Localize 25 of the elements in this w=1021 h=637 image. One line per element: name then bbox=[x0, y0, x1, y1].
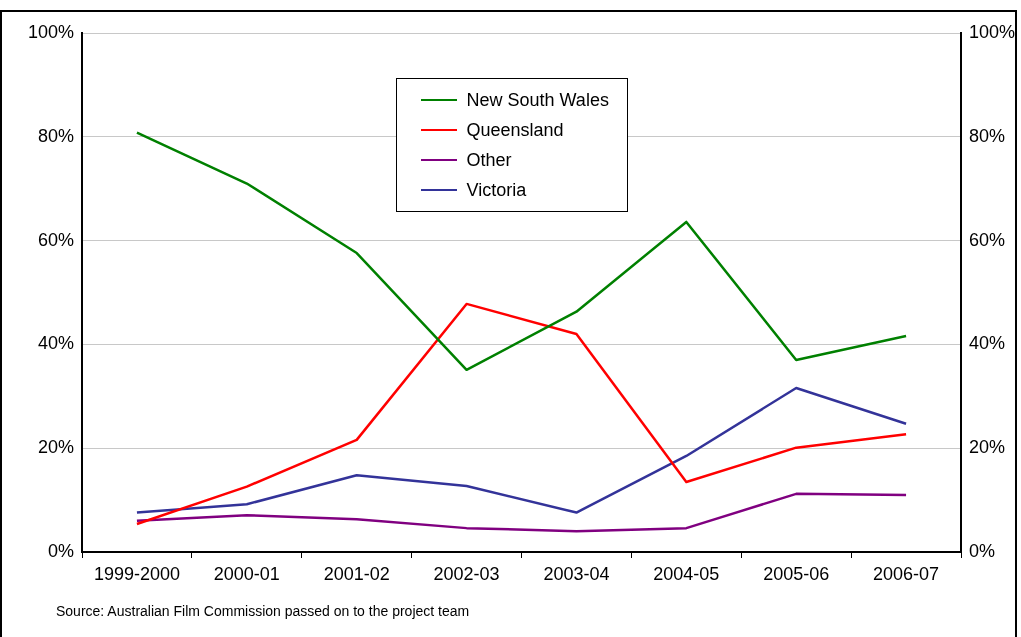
y2-tick-label: 40% bbox=[969, 333, 1006, 354]
x-tick-label: 2002-03 bbox=[433, 563, 500, 584]
legend-label: Queensland bbox=[466, 119, 564, 141]
y2-tick-label: 100% bbox=[969, 21, 1016, 42]
x-tick-label: 2001-02 bbox=[323, 563, 390, 584]
legend-label: New South Wales bbox=[466, 89, 609, 111]
x-tick-label: 1999-2000 bbox=[93, 563, 180, 584]
y-tick-label: 80% bbox=[37, 125, 74, 146]
y2-tick-label: 60% bbox=[969, 229, 1006, 250]
y-tick-label: 0% bbox=[47, 540, 74, 561]
y2-tick-label: 80% bbox=[969, 125, 1006, 146]
x-tick-label: 2000-01 bbox=[213, 563, 280, 584]
x-tick-label: 2005-06 bbox=[763, 563, 830, 584]
y-tick-label: 20% bbox=[37, 437, 74, 458]
y2-tick-label: 0% bbox=[969, 540, 996, 561]
y2-tick-label: 20% bbox=[969, 437, 1006, 458]
legend-label: Victoria bbox=[466, 179, 527, 201]
legend-label: Other bbox=[466, 149, 512, 171]
y-tick-label: 100% bbox=[27, 21, 74, 42]
x-tick-label: 2006-07 bbox=[873, 563, 940, 584]
x-tick-label: 2004-05 bbox=[653, 563, 720, 584]
x-tick-label: 2003-04 bbox=[543, 563, 610, 584]
y-tick-label: 60% bbox=[37, 229, 74, 250]
y-tick-label: 40% bbox=[37, 333, 74, 354]
source-note: Source: Australian Film Commission passed on to the project team bbox=[56, 603, 470, 619]
